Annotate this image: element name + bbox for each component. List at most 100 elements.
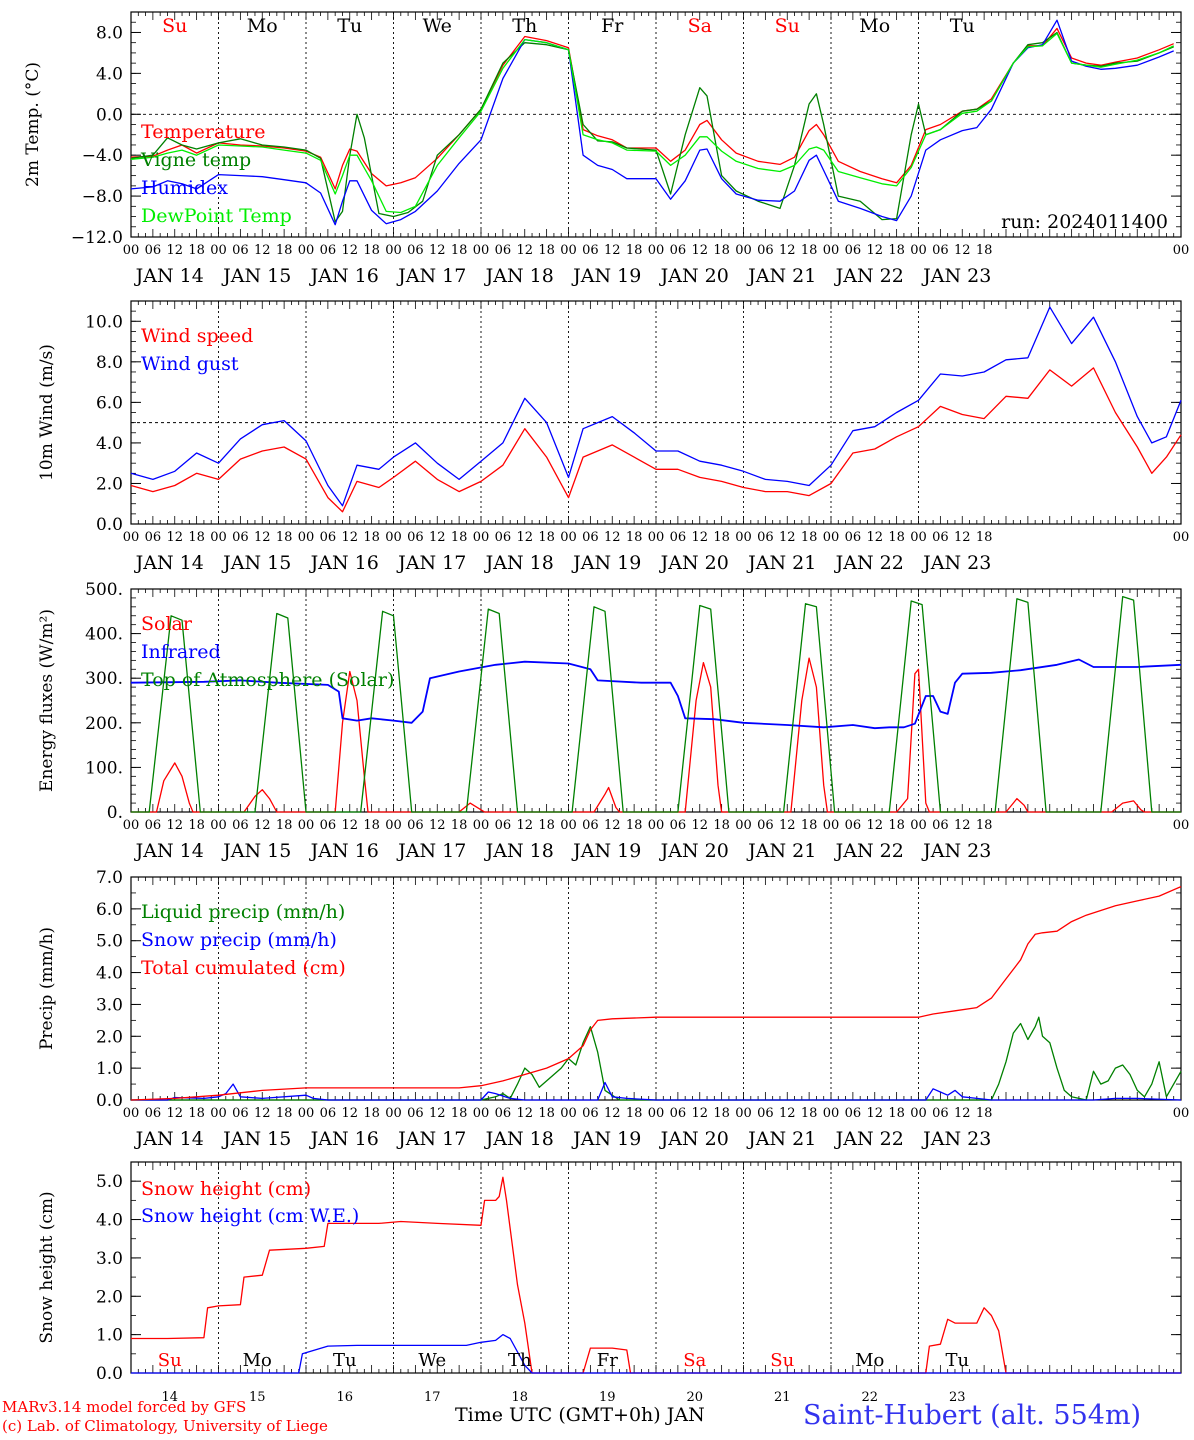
- hour-tick-label: 12: [429, 818, 446, 833]
- date-label: JAN 20: [659, 552, 729, 574]
- day-number-label: 18: [511, 1390, 528, 1405]
- weekday-label: Th: [508, 1350, 532, 1371]
- weekday-label: Su: [158, 1350, 182, 1371]
- y-tick-label: 0.0: [96, 105, 123, 125]
- hour-tick-label: 12: [341, 530, 358, 545]
- date-label: JAN 19: [571, 840, 641, 862]
- weekday-label: Mo: [855, 1350, 884, 1371]
- date-label: JAN 15: [221, 552, 291, 574]
- hour-tick-label: 12: [604, 818, 621, 833]
- hour-tick-label: 18: [801, 530, 818, 545]
- series-line: [130, 31, 1174, 223]
- y-tick-label: 4.0: [96, 64, 123, 84]
- hour-tick-label: 06: [757, 1106, 774, 1121]
- hour-tick-label: 00: [473, 530, 490, 545]
- date-label: JAN 18: [484, 265, 554, 287]
- hour-tick-label: 18: [363, 530, 380, 545]
- hour-tick-label: 06: [495, 1106, 512, 1121]
- hour-tick-label: 00: [123, 530, 140, 545]
- hour-tick-label: 12: [691, 530, 708, 545]
- hour-tick-label: 18: [713, 530, 730, 545]
- hour-tick-label: 12: [516, 1106, 533, 1121]
- hour-tick-label: 12: [954, 243, 971, 258]
- hour-tick-label: 18: [888, 243, 905, 258]
- weekday-label: Su: [770, 1350, 794, 1371]
- series-line: [131, 1016, 1182, 1101]
- series-line: [131, 1176, 1181, 1374]
- hour-tick-label: 06: [145, 1106, 162, 1121]
- hour-tick-label: 06: [495, 818, 512, 833]
- chart-panel-1: −12.0 −8.0 −4.0 0.0 4.0 8.0 2m Temp. (°C) Tempe…: [23, 11, 1190, 287]
- hour-tick-label: 00: [910, 818, 927, 833]
- hour-tick-label: 12: [166, 530, 183, 545]
- model-credit-line1: MARv3.14 model forced by GFS: [2, 1398, 247, 1416]
- y-tick-label: 200.: [85, 714, 123, 734]
- hour-tick-label: 06: [232, 1106, 249, 1121]
- y-tick-label: 300.: [85, 669, 123, 689]
- chart-panel-3: 0. 100. 200. 300. 400. 500. Energy fluxes (W/m…: [37, 580, 1189, 862]
- y-axis-title: Precip (mm/h): [37, 927, 57, 1050]
- hour-tick-label: 18: [276, 530, 293, 545]
- hour-tick-label: 18: [451, 530, 468, 545]
- date-label: JAN 14: [134, 265, 204, 287]
- hour-tick-label: 06: [495, 243, 512, 258]
- hour-tick-label: 12: [254, 243, 271, 258]
- y-tick-label: 0.0: [96, 1364, 123, 1384]
- y-tick-label: −4.0: [82, 146, 123, 166]
- hour-tick-label: 00: [473, 1106, 490, 1121]
- y-tick-label: 2.0: [96, 474, 123, 494]
- series-line: [130, 32, 1174, 214]
- date-label: JAN 22: [834, 1128, 904, 1150]
- hour-tick-label: 00: [823, 530, 840, 545]
- date-label: JAN 22: [834, 840, 904, 862]
- y-tick-label: 400.: [85, 625, 123, 645]
- hour-tick-label: 00: [123, 818, 140, 833]
- hour-tick-label: 12: [429, 243, 446, 258]
- hour-tick-label: 06: [407, 1106, 424, 1121]
- series-line: [130, 19, 1174, 226]
- y-tick-label: 100.: [85, 758, 123, 778]
- legend-entry: Wind gust: [141, 353, 239, 375]
- hour-tick-label: 00: [1173, 818, 1190, 833]
- legend-entry: DewPoint Temp: [141, 205, 292, 227]
- hour-tick-label: 18: [713, 243, 730, 258]
- weekday-label: We: [423, 15, 452, 37]
- y-axis-title: 2m Temp. (°C): [23, 62, 43, 187]
- hour-tick-label: 00: [735, 243, 752, 258]
- hour-tick-label: 06: [845, 243, 862, 258]
- hour-tick-label: 00: [210, 530, 227, 545]
- weekday-label: Sa: [683, 1350, 706, 1371]
- date-label: JAN 16: [309, 840, 379, 862]
- weekday-label: We: [418, 1350, 446, 1371]
- model-credit-line2: (c) Lab. of Climatology, University of L…: [2, 1417, 328, 1435]
- hour-tick-label: 00: [560, 818, 577, 833]
- hour-tick-label: 12: [166, 818, 183, 833]
- series-line: [130, 27, 1174, 190]
- y-tick-label: 4.0: [96, 434, 123, 454]
- date-label: JAN 14: [134, 840, 204, 862]
- hour-tick-label: 12: [954, 530, 971, 545]
- y-axis-title: Energy fluxes (W/m²): [37, 609, 57, 792]
- y-tick-label: 0.0: [96, 1091, 123, 1111]
- hour-tick-label: 12: [779, 243, 796, 258]
- y-axis-title: Snow height (cm): [37, 1191, 57, 1343]
- hour-tick-label: 12: [604, 243, 621, 258]
- date-label: JAN 15: [221, 1128, 291, 1150]
- weekday-label: Mo: [243, 1350, 272, 1371]
- station-label: Saint-Hubert (alt. 554m): [803, 1400, 1142, 1431]
- hour-tick-label: 06: [757, 818, 774, 833]
- date-label: JAN 21: [746, 840, 816, 862]
- hour-tick-label: 06: [145, 530, 162, 545]
- hour-tick-label: 00: [473, 818, 490, 833]
- hour-tick-label: 18: [188, 818, 205, 833]
- hour-tick-label: 18: [188, 1106, 205, 1121]
- series-line: [131, 1333, 1181, 1374]
- date-label: JAN 16: [309, 1128, 379, 1150]
- model-credit: MARv3.14 model forced by GFS (c) Lab. of…: [2, 1398, 328, 1436]
- y-tick-label: 6.0: [96, 393, 123, 413]
- hour-tick-label: 00: [1173, 243, 1190, 258]
- hour-tick-label: 00: [735, 530, 752, 545]
- hour-tick-label: 12: [604, 1106, 621, 1121]
- y-tick-label: 8.0: [96, 23, 123, 43]
- y-tick-label: 7.0: [96, 868, 123, 888]
